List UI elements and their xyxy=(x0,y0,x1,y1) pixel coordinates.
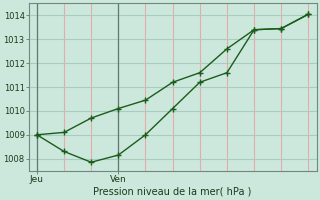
X-axis label: Pression niveau de la mer( hPa ): Pression niveau de la mer( hPa ) xyxy=(93,187,252,197)
